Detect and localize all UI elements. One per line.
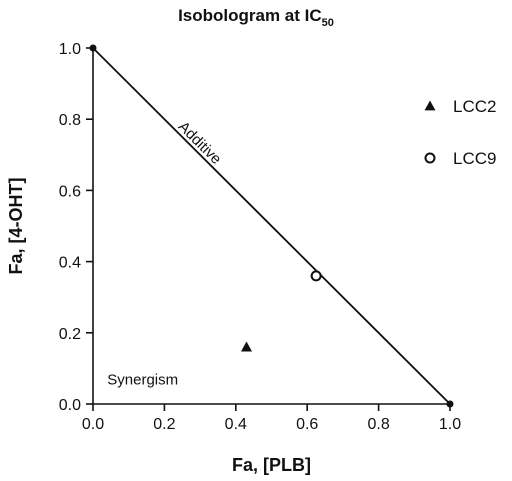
x-tick-label: 1.0 — [439, 416, 461, 433]
y-tick-label: 0.4 — [59, 255, 81, 272]
data-point-lcc2 — [241, 341, 253, 352]
y-tick-label: 0.8 — [59, 112, 81, 129]
x-axis-title: Fa, [PLB] — [232, 455, 311, 475]
synergism-region-label: Synergism — [107, 371, 178, 388]
y-axis-title: Fa, [4-OHT] — [6, 178, 26, 275]
additive-line — [92, 47, 451, 405]
x-tick-label: 0.0 — [82, 416, 104, 433]
legend-label-lcc9: LCC9 — [453, 149, 496, 168]
x-axis-ticks: 0.0 0.2 0.4 0.6 0.8 1.0 — [82, 404, 461, 433]
legend-label-lcc2: LCC2 — [453, 97, 496, 116]
legend-marker-lcc9 — [424, 152, 436, 164]
data-points — [241, 270, 322, 352]
chart-title-main: Isobologram at IC — [178, 6, 322, 25]
y-tick-label: 1.0 — [59, 41, 81, 58]
x-tick-label: 0.2 — [153, 416, 175, 433]
y-tick-label: 0.0 — [59, 397, 81, 414]
data-point-lcc9 — [310, 270, 322, 282]
x-tick-label: 0.6 — [296, 416, 318, 433]
additive-endpoint — [89, 44, 97, 52]
legend-marker-lcc2 — [424, 100, 436, 111]
x-tick-label: 0.8 — [367, 416, 389, 433]
chart-title: Isobologram at IC50 — [178, 6, 334, 29]
y-tick-label: 0.2 — [59, 326, 81, 343]
chart-title-subscript: 50 — [322, 17, 334, 29]
x-tick-label: 0.4 — [225, 416, 247, 433]
y-tick-label: 0.6 — [59, 183, 81, 200]
additive-line-label: Additive — [175, 118, 225, 168]
y-axis-ticks: 0.0 0.2 0.4 0.6 0.8 1.0 — [59, 41, 93, 414]
additive-endpoint — [446, 400, 454, 408]
chart-legend: LCC2 LCC9 — [424, 97, 496, 168]
